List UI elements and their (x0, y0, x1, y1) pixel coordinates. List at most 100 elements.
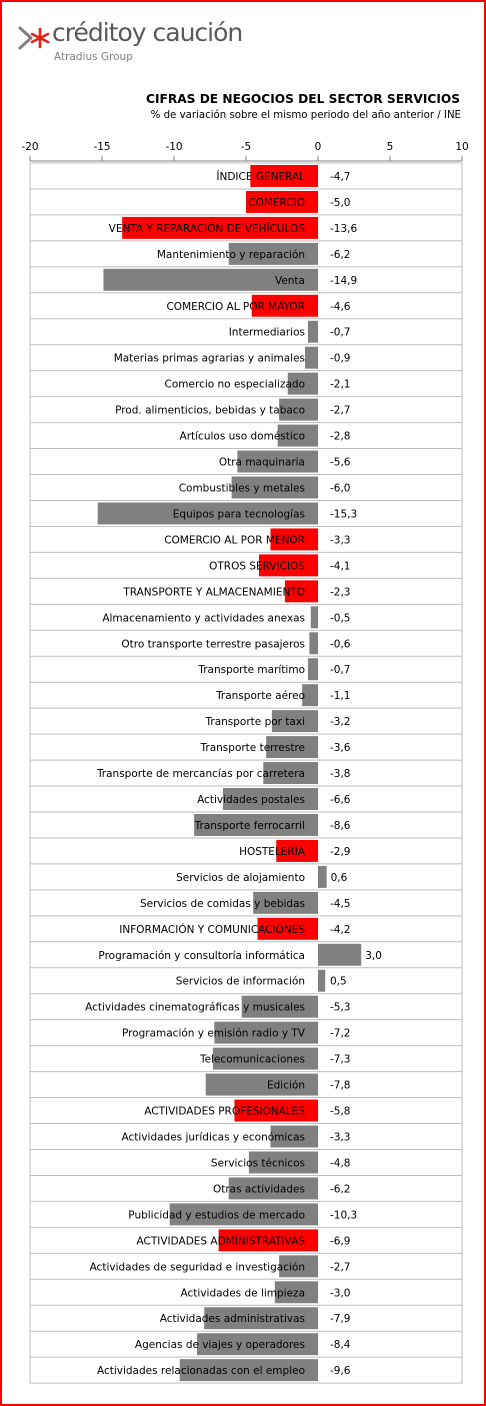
category-label: Otras actividades (213, 1183, 305, 1195)
value-label: -4,8 (330, 1157, 351, 1169)
value-label: -6,9 (330, 1235, 351, 1247)
bar (179, 1359, 318, 1382)
value-label: -5,6 (330, 457, 351, 469)
category-label: Servicios de alojamiento (176, 872, 305, 884)
value-label: -13,6 (330, 223, 357, 235)
bar (277, 424, 318, 447)
chart-subtitle: % de variación sobre el mismo periodo de… (150, 110, 461, 121)
bar (169, 1203, 318, 1226)
value-labels: -4,7 -5,0 -13,6 -6,2 -14,9 -4,6 -0,7 -0,9 -2,1 -2… (330, 171, 382, 1377)
value-label: -0,7 (330, 327, 351, 339)
category-label: Actividades de seguridad e investigación (90, 1261, 305, 1273)
bar (231, 476, 318, 499)
category-label: INFORMACIÓN Y COMUNICACIONES (119, 923, 305, 936)
bar (310, 606, 318, 629)
value-label: -7,8 (330, 1080, 351, 1092)
category-label: Actividades relacionadas con el empleo (97, 1365, 305, 1377)
bar (276, 839, 318, 862)
x-tick-label: 0 (315, 141, 322, 153)
category-label: Servicios de comidas y bebidas (140, 898, 305, 910)
category-label: Agencias de viajes y operadores (135, 1339, 305, 1351)
category-label: Actividades jurídicas y económicas (122, 1132, 305, 1144)
x-tick-label: 5 (387, 141, 394, 153)
value-label: -2,7 (330, 405, 351, 417)
category-label: Otro transporte terrestre pasajeros (121, 638, 305, 650)
category-label: OTROS SERVICIOS (209, 560, 305, 572)
row-separators (30, 188, 462, 1358)
category-label: Artículos uso doméstico (180, 431, 305, 443)
category-label: Transporte por taxi (205, 716, 306, 728)
brand-group: Atradius Group (54, 51, 133, 63)
category-label: HOSTELERÍA (239, 845, 306, 858)
bar (248, 1151, 318, 1174)
value-label: -2,9 (330, 846, 351, 858)
value-label: -5,3 (330, 1002, 351, 1014)
chart-title: CIFRAS DE NEGOCIOS DEL SECTOR SERVICIOS (146, 92, 460, 106)
bar (307, 320, 318, 343)
bar (279, 1255, 318, 1278)
value-label: -6,6 (330, 794, 351, 806)
x-tick-label: -20 (21, 141, 38, 153)
category-label: Actividades administrativas (160, 1313, 305, 1325)
bar (212, 1047, 318, 1070)
bar (250, 165, 318, 187)
plot-area-border (29, 162, 463, 1384)
bar (218, 1229, 318, 1252)
category-label: COMERCIO AL POR MENOR (164, 534, 305, 546)
category-label: ÍNDICE GENERAL (216, 170, 305, 183)
value-label: -8,4 (330, 1339, 351, 1351)
bar (241, 995, 318, 1018)
value-label: -4,6 (330, 301, 351, 313)
category-label: Edición (267, 1080, 305, 1092)
value-label: -3,2 (330, 716, 351, 728)
bar (270, 528, 318, 551)
category-label: Mantenimiento y reparación (157, 249, 305, 261)
category-label: Publicidad y estudios de mercado (128, 1209, 305, 1221)
bar (228, 1177, 318, 1200)
bar (266, 736, 318, 759)
bar (257, 917, 318, 940)
bar (318, 865, 327, 888)
x-axis: -20 -15 -10 -5 0 5 10 (21, 141, 469, 162)
value-label: -7,3 (330, 1054, 351, 1066)
bar (302, 684, 318, 707)
value-label: -5,8 (330, 1106, 351, 1118)
x-tick-label: -15 (93, 141, 110, 153)
bar (251, 294, 318, 317)
bar (263, 762, 318, 785)
bar (258, 554, 318, 577)
category-label: Comercio no especializado (165, 379, 305, 391)
category-label: Transporte terrestre (200, 742, 305, 754)
value-label: -4,7 (330, 171, 351, 183)
category-label: Servicios técnicos (211, 1157, 305, 1169)
value-label: 0,6 (331, 872, 348, 884)
value-label: -0,9 (330, 353, 351, 365)
category-label: COMERCIO AL POR MAYOR (166, 301, 305, 313)
bar (197, 1333, 318, 1356)
category-label: Servicios de información (176, 976, 305, 988)
bar (271, 710, 318, 733)
bar (222, 788, 318, 810)
value-label: -14,9 (330, 275, 357, 287)
value-label: 3,0 (365, 950, 382, 962)
value-label: -3,3 (330, 534, 351, 546)
bar (307, 658, 318, 681)
category-label: Actividades postales (197, 794, 305, 806)
bar (284, 580, 318, 603)
category-label: Transporte de mercancías por carretera (96, 768, 305, 780)
value-label: -2,3 (330, 586, 351, 598)
bar (318, 969, 326, 992)
category-label: Otra maquinaria (219, 457, 305, 469)
value-label: -0,6 (330, 638, 351, 650)
bar (234, 1099, 318, 1122)
value-label: -0,7 (330, 664, 351, 676)
x-tick-label: 10 (455, 141, 468, 153)
value-label: -15,3 (330, 508, 357, 520)
category-label: ACTIVIDADES ADMINISTRATIVAS (137, 1235, 306, 1247)
bars (97, 165, 362, 1382)
bar (103, 268, 318, 291)
category-label: COMERCIO (248, 197, 305, 209)
value-label: -3,8 (330, 768, 351, 780)
category-label: Venta (275, 275, 305, 287)
